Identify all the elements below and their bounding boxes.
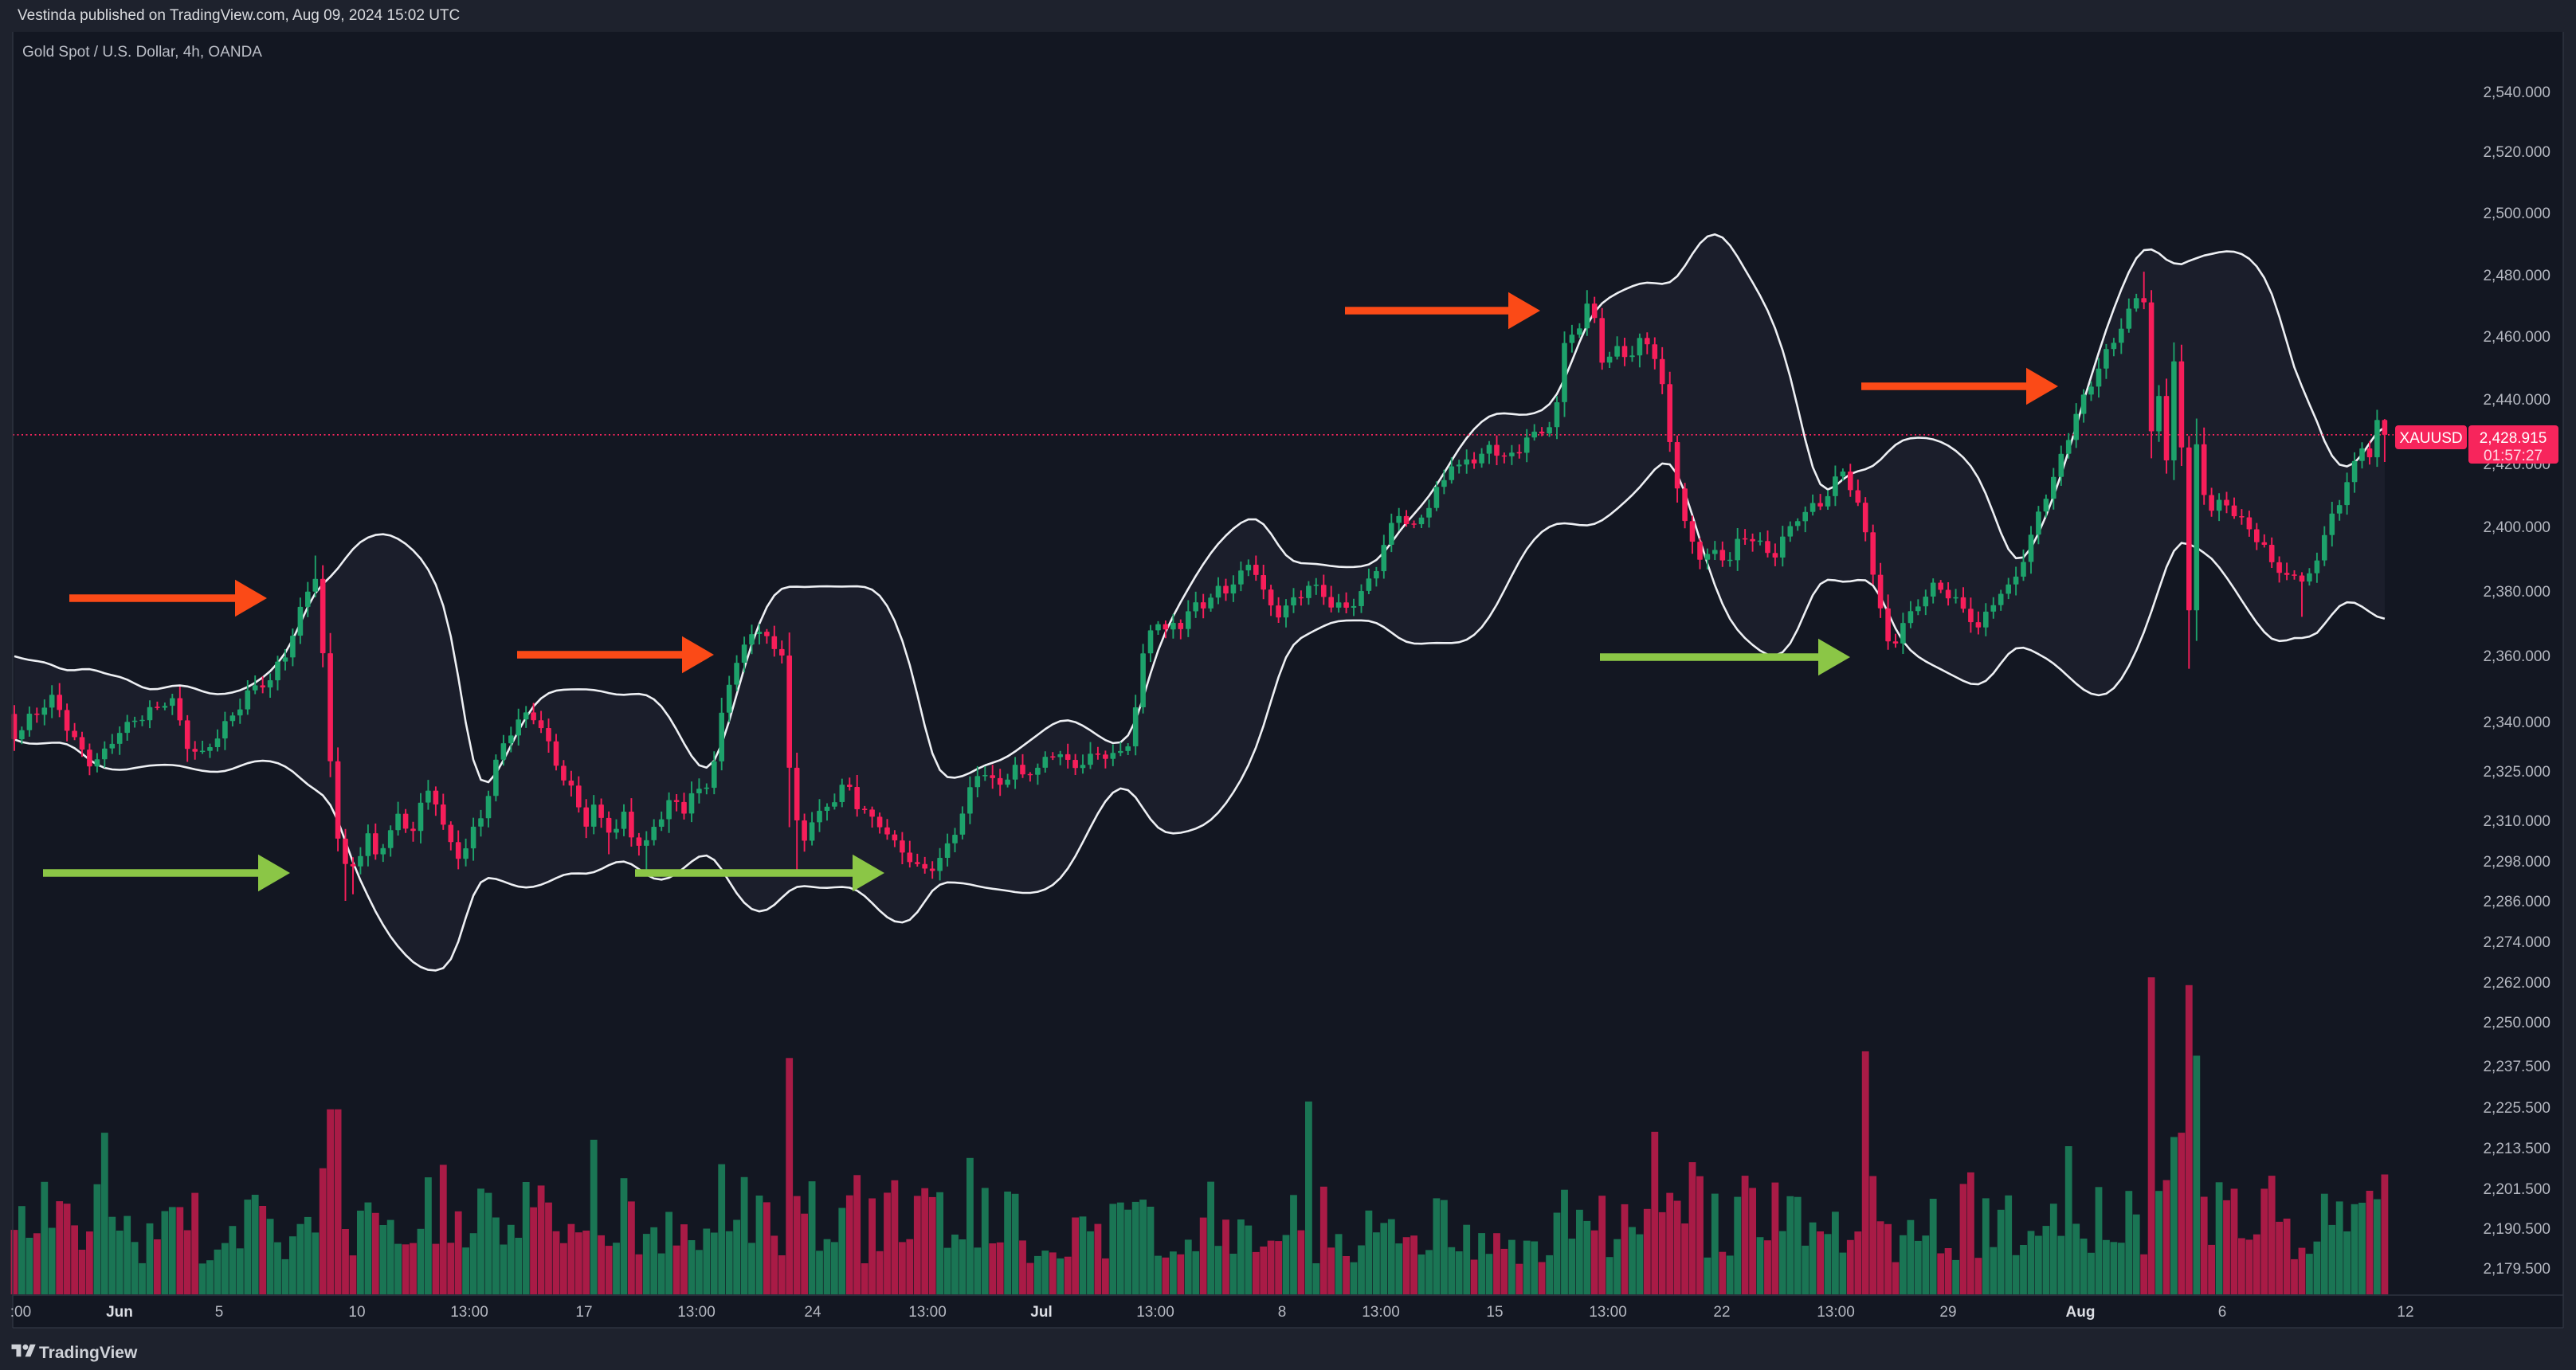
svg-text:01:57:27: 01:57:27 xyxy=(2484,448,2543,464)
svg-text:13:00: 13:00 xyxy=(1362,1304,1400,1321)
svg-text:17: 17 xyxy=(575,1304,592,1321)
svg-text:2,250.000: 2,250.000 xyxy=(2483,1015,2551,1031)
svg-text:Jul: Jul xyxy=(1030,1304,1052,1321)
svg-text:13:00: 13:00 xyxy=(1817,1304,1855,1321)
svg-text:8: 8 xyxy=(1278,1304,1287,1321)
svg-text:Gold Spot / U.S. Dollar, 4h, O: Gold Spot / U.S. Dollar, 4h, OANDA xyxy=(22,44,262,61)
svg-text:TradingView: TradingView xyxy=(39,1344,138,1362)
svg-text:2,298.000: 2,298.000 xyxy=(2483,854,2551,871)
svg-text:Jun: Jun xyxy=(106,1304,133,1321)
svg-text:13:00: 13:00 xyxy=(1136,1304,1174,1321)
svg-text:2,440.000: 2,440.000 xyxy=(2483,392,2551,409)
svg-text:2,460.000: 2,460.000 xyxy=(2483,329,2551,346)
svg-text:2,310.000: 2,310.000 xyxy=(2483,813,2551,830)
svg-text:13:00: 13:00 xyxy=(450,1304,488,1321)
svg-text:6: 6 xyxy=(2218,1304,2227,1321)
svg-text:10: 10 xyxy=(348,1304,365,1321)
svg-text:2,325.000: 2,325.000 xyxy=(2483,764,2551,781)
svg-text:2,274.000: 2,274.000 xyxy=(2483,934,2551,951)
svg-text:5: 5 xyxy=(215,1304,224,1321)
svg-text:2,190.500: 2,190.500 xyxy=(2483,1221,2551,1238)
svg-text:2,428.915: 2,428.915 xyxy=(2480,430,2547,447)
svg-text::00: :00 xyxy=(10,1304,31,1321)
svg-text:XAUUSD: XAUUSD xyxy=(2399,430,2462,447)
svg-text:2,540.000: 2,540.000 xyxy=(2483,84,2551,101)
svg-text:Vestinda published on TradingV: Vestinda published on TradingView.com, A… xyxy=(18,7,460,24)
svg-text:Aug: Aug xyxy=(2066,1304,2096,1321)
svg-text:24: 24 xyxy=(804,1304,821,1321)
svg-text:2,360.000: 2,360.000 xyxy=(2483,648,2551,665)
svg-text:2,286.000: 2,286.000 xyxy=(2483,894,2551,910)
svg-text:2,225.500: 2,225.500 xyxy=(2483,1100,2551,1117)
svg-text:2,201.500: 2,201.500 xyxy=(2483,1181,2551,1198)
svg-text:2,480.000: 2,480.000 xyxy=(2483,268,2551,284)
svg-text:12: 12 xyxy=(2397,1304,2413,1321)
svg-text:13:00: 13:00 xyxy=(1589,1304,1627,1321)
svg-text:29: 29 xyxy=(1939,1304,1956,1321)
svg-text:2,262.000: 2,262.000 xyxy=(2483,975,2551,992)
svg-text:13:00: 13:00 xyxy=(908,1304,947,1321)
svg-text:2,340.000: 2,340.000 xyxy=(2483,714,2551,731)
svg-text:2,213.500: 2,213.500 xyxy=(2483,1141,2551,1157)
svg-text:2,380.000: 2,380.000 xyxy=(2483,584,2551,601)
svg-text:2,500.000: 2,500.000 xyxy=(2483,206,2551,222)
svg-text:22: 22 xyxy=(1713,1304,1730,1321)
svg-text:13:00: 13:00 xyxy=(677,1304,716,1321)
svg-text:2,237.500: 2,237.500 xyxy=(2483,1059,2551,1075)
svg-text:15: 15 xyxy=(1486,1304,1503,1321)
svg-text:2,179.500: 2,179.500 xyxy=(2483,1261,2551,1278)
svg-text:2,520.000: 2,520.000 xyxy=(2483,144,2551,161)
svg-text:2,400.000: 2,400.000 xyxy=(2483,519,2551,536)
